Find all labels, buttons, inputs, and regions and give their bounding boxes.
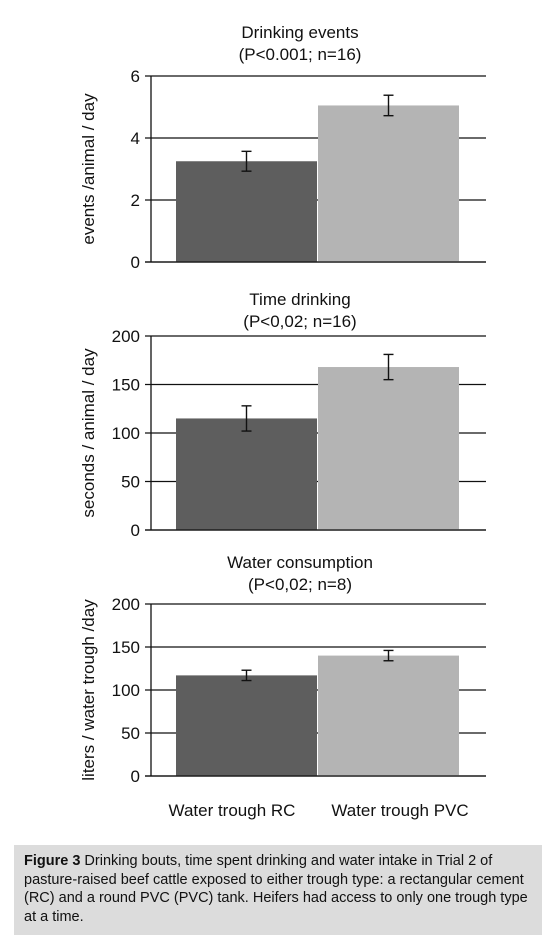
chart-title: Time drinking [249,290,350,309]
bar-pvc [318,367,459,530]
y-tick-label: 2 [131,191,140,210]
x-label-pvc: Water trough PVC [331,801,468,820]
y-tick-label: 4 [131,129,140,148]
y-tick-label: 100 [112,681,140,700]
y-tick-label: 0 [131,253,140,272]
y-tick-label: 0 [131,767,140,786]
chart-panel-2: Time drinking (P<0,02; n=16) 0 50 100 150 200 s… [79,290,486,540]
chart-panels: Drinking events (P<0.001; n=16) 0 2 4 6 events… [79,23,486,786]
y-tick-label: 50 [121,724,140,743]
caption-text: Drinking bouts, time spent drinking and … [24,853,528,925]
chart-subtitle: (P<0.001; n=16) [239,45,362,64]
chart-subtitle: (P<0,02; n=8) [248,575,352,594]
caption-label: Figure 3 [24,853,81,869]
y-tick-label: 200 [112,595,140,614]
y-tick-label: 150 [112,376,140,395]
bar-rc [176,675,317,776]
y-tick-label: 100 [112,424,140,443]
figure-caption: Figure 3 Drinking bouts, time spent drin… [14,845,542,935]
x-label-rc: Water trough RC [169,801,296,820]
figure-canvas: Drinking events (P<0.001; n=16) 0 2 4 6 events… [79,23,486,820]
y-tick-label: 6 [131,67,140,86]
y-tick-label: 0 [131,521,140,540]
y-tick-label: 200 [112,327,140,346]
y-axis-label: liters / water trough /day [79,599,98,781]
bar-pvc [318,105,459,262]
chart-title: Water consumption [227,553,373,572]
y-axis-label: events /animal / day [79,93,98,245]
bar-rc [176,161,317,262]
y-tick-label: 150 [112,638,140,657]
chart-subtitle: (P<0,02; n=16) [243,312,356,331]
chart-panel-1: Drinking events (P<0.001; n=16) 0 2 4 6 events… [79,23,486,272]
y-axis-label: seconds / animal / day [79,348,98,518]
y-tick-label: 50 [121,473,140,492]
chart-panel-3: Water consumption (P<0,02; n=8) 0 50 100 150 2… [79,553,486,786]
bar-pvc [318,655,459,776]
bar-rc [176,418,317,530]
chart-title: Drinking events [241,23,358,42]
